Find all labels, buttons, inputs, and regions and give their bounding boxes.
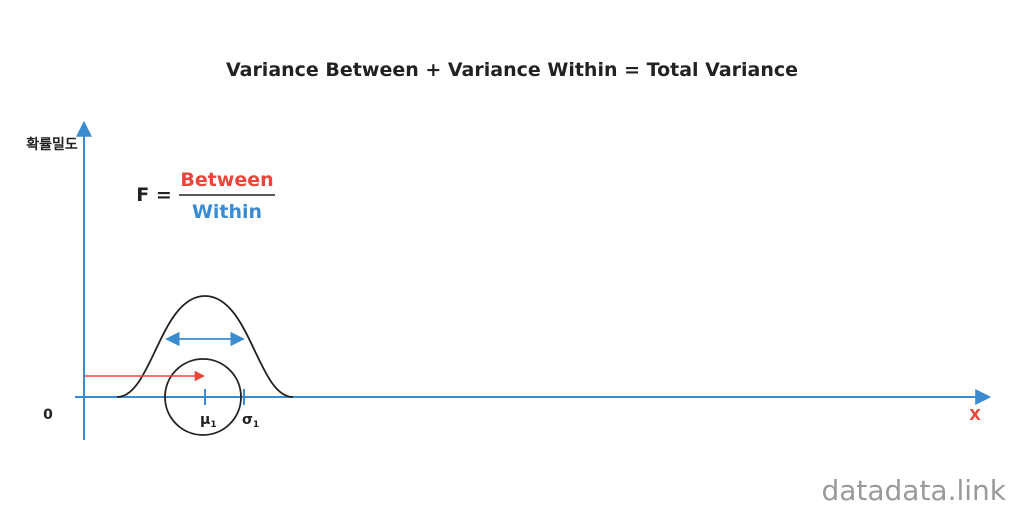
origin-label: 0 [43,407,53,423]
sd-symbol: σ [242,412,253,428]
mean-symbol: μ [200,412,210,428]
watermark: datadata.link [821,474,1006,507]
circle [164,358,242,436]
y-axis-label: 확률밀도 [26,136,78,153]
formula-lhs: F = [136,184,172,206]
title: Variance Between + Variance Within = Tot… [226,59,798,81]
x-axis-label: X [969,406,981,424]
formula-denominator: Within [192,201,262,223]
bell-curve [116,295,294,398]
mean-label: μ1 [200,412,217,430]
formula-numerator: Between [180,169,273,191]
sd-label: σ1 [242,412,259,430]
sd-subscript: 1 [253,420,259,430]
mean-subscript: 1 [210,420,216,430]
